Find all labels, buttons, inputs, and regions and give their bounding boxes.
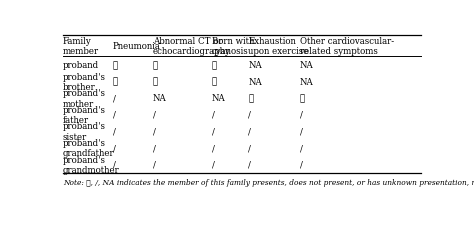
Text: /: /	[212, 160, 215, 169]
Text: /: /	[112, 94, 115, 103]
Text: Note: ✓, /, NA indicates the member of this family presents, does not present, o: Note: ✓, /, NA indicates the member of t…	[63, 178, 474, 186]
Text: /: /	[112, 144, 115, 152]
Text: ✓: ✓	[153, 77, 158, 86]
Text: NA: NA	[248, 77, 262, 86]
Text: /: /	[300, 160, 303, 169]
Text: /: /	[112, 127, 115, 136]
Text: /: /	[212, 144, 215, 152]
Text: /: /	[300, 110, 303, 119]
Text: NA: NA	[212, 94, 226, 103]
Text: ✓: ✓	[112, 77, 118, 86]
Text: /: /	[300, 127, 303, 136]
Text: /: /	[112, 110, 115, 119]
Text: ✓: ✓	[212, 77, 217, 86]
Text: proband's
sister: proband's sister	[63, 122, 106, 141]
Text: NA: NA	[300, 77, 314, 86]
Text: /: /	[153, 144, 156, 152]
Text: /: /	[112, 160, 115, 169]
Text: Born with
cyanosis: Born with cyanosis	[212, 37, 254, 56]
Text: Family
member: Family member	[63, 37, 99, 56]
Text: /: /	[248, 127, 251, 136]
Text: /: /	[153, 110, 156, 119]
Text: proband's
grandfather: proband's grandfather	[63, 138, 115, 158]
Text: NA: NA	[153, 94, 167, 103]
Text: /: /	[300, 144, 303, 152]
Text: proband's
brother: proband's brother	[63, 72, 106, 91]
Text: ✓: ✓	[300, 94, 305, 103]
Text: ✓: ✓	[248, 94, 254, 103]
Text: proband's
mother: proband's mother	[63, 89, 106, 108]
Text: NA: NA	[248, 61, 262, 70]
Text: NA: NA	[300, 61, 314, 70]
Text: Exhaustion
upon exercise: Exhaustion upon exercise	[248, 37, 309, 56]
Text: ✓: ✓	[212, 61, 217, 70]
Text: /: /	[248, 160, 251, 169]
Text: /: /	[248, 110, 251, 119]
Text: proband's
father: proband's father	[63, 105, 106, 125]
Text: /: /	[212, 127, 215, 136]
Text: /: /	[153, 160, 156, 169]
Text: /: /	[248, 144, 251, 152]
Text: /: /	[212, 110, 215, 119]
Text: proband: proband	[63, 61, 99, 70]
Text: /: /	[153, 127, 156, 136]
Text: Pneumonia: Pneumonia	[112, 42, 160, 51]
Text: ✓: ✓	[153, 61, 158, 70]
Text: ✓: ✓	[112, 61, 118, 70]
Text: Abnormal CT or
echocardiography: Abnormal CT or echocardiography	[153, 37, 231, 56]
Text: Other cardiovascular-
related symptoms: Other cardiovascular- related symptoms	[300, 37, 394, 56]
Text: proband's
grandmother: proband's grandmother	[63, 155, 119, 174]
